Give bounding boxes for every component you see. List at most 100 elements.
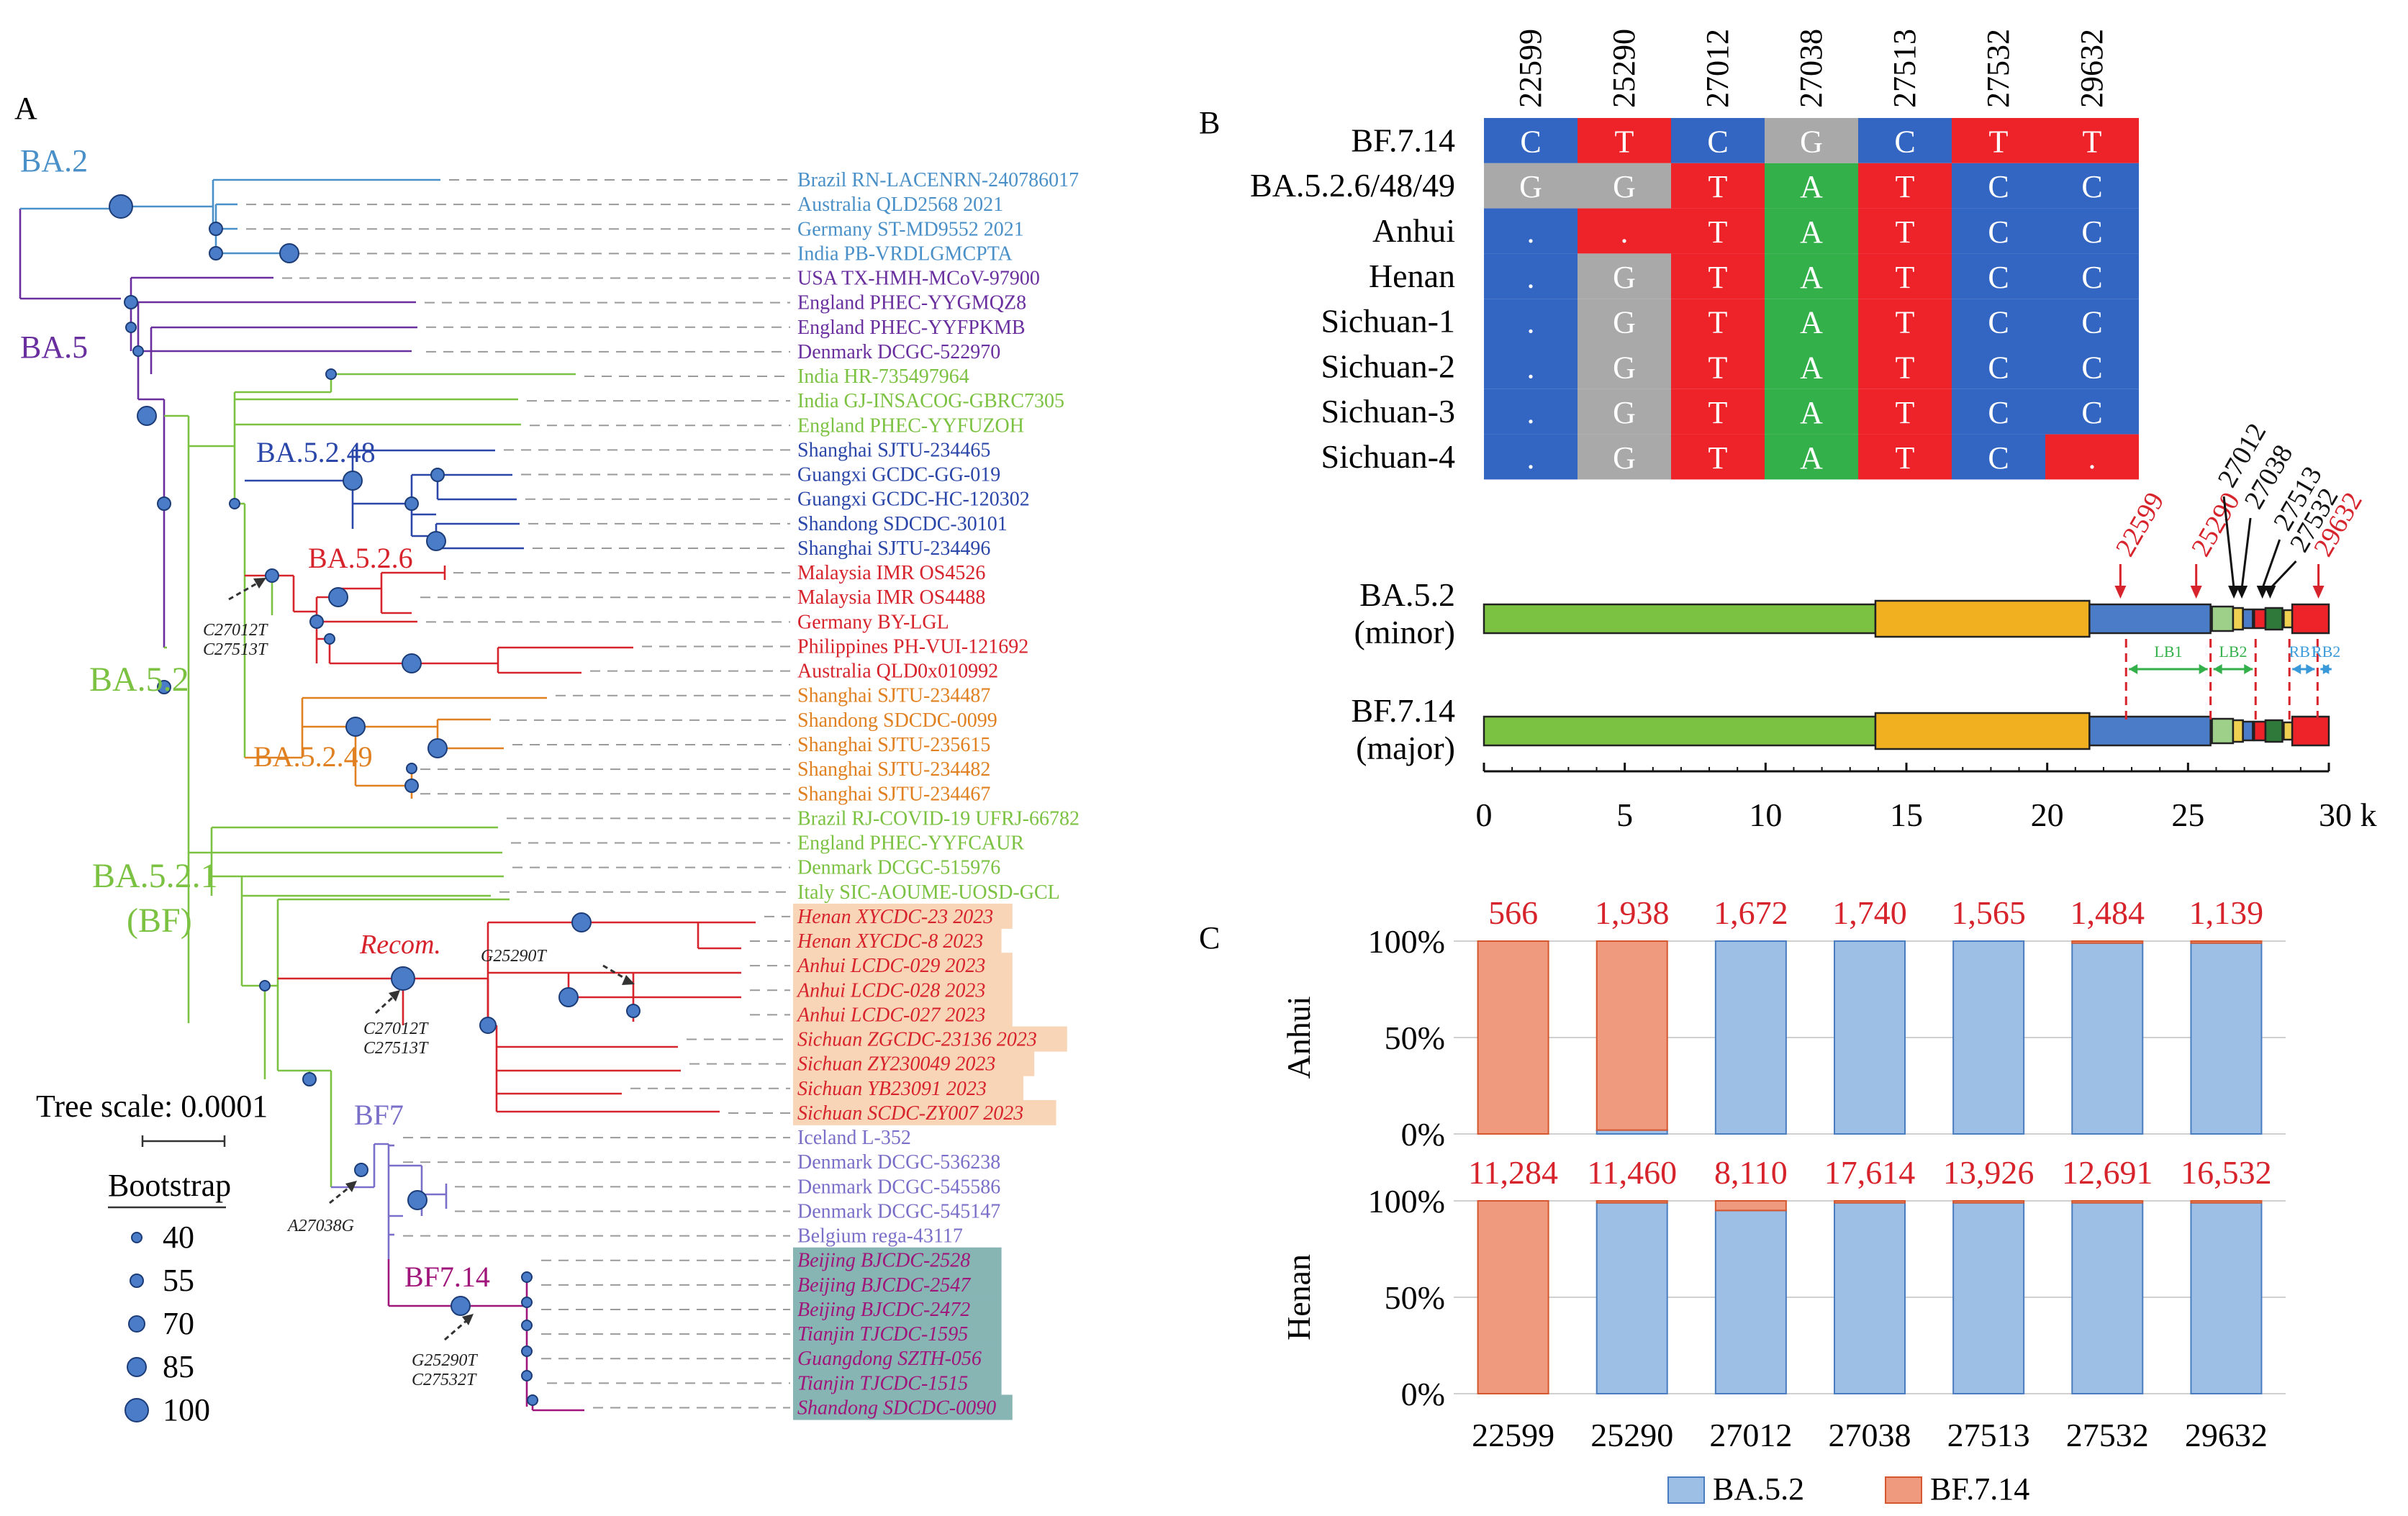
tip-label: Beijing BJCDC-2547 [797,1274,971,1297]
marker-arrow [2240,517,2252,589]
clade-label-ba5: BA.5 [20,330,88,365]
alignment-cell [1952,299,2045,344]
x-tick-label: 27532 [2066,1417,2149,1453]
alignment-base: C [2081,169,2102,204]
tip-label: Denmark DCGC-536238 [797,1151,1000,1174]
clade-label-ba5-2-1: BA.5.2.1 [92,857,218,895]
alignment-base: T [1896,350,1915,385]
alignment-cell [1765,389,1858,435]
tip-label: Philippines PH-VUI-121692 [797,635,1028,658]
bootstrap-node [157,680,171,694]
bar-bf7-14 [2190,1200,2263,1204]
tip-label: Shanghai SJTU-234496 [797,537,990,560]
alignment-base: A [1800,214,1823,250]
panel-b: B 22599 25290 27012 27038 27513 27532 29632 BF… [1199,29,2377,833]
bootstrap-node [558,987,579,1007]
tip-label: England PHEC-YYFCAUR [797,832,1024,855]
mutation-label: C27012T [203,621,268,640]
depth-label: 12,691 [2062,1154,2153,1191]
bootstrap-node [521,1320,533,1331]
gene-segment [2283,721,2294,741]
clade-label-ba5-2-6: BA.5.2.6 [308,542,413,574]
genome-map: BA.5.2(minor)BF.7.14(major)22599 25290 296… [1351,418,2376,833]
tip-label: Anhui LCDC-028 2023 [796,979,985,1002]
alignment-cell [1952,253,2045,299]
alignment-base: C [2081,305,2102,340]
segment-label: RB2 [2312,643,2340,661]
alignment-base: . [1527,305,1535,340]
depth-label: 1,565 [1951,894,2026,931]
genome-axis-label: 20 [2031,796,2064,833]
bar-ba5-2 [1834,940,1906,1135]
alignment-base: . [1527,260,1535,295]
bootstrap-legend: 40 55 70 85 100 [125,1220,210,1428]
x-tick-label: 27513 [1947,1417,2030,1453]
tip-highlight [793,1075,1023,1101]
bar-ba5-2 [1714,1209,1787,1395]
bootstrap-legend-value: 100 [163,1392,210,1428]
tip-label: Malaysia IMR OS4526 [797,562,985,584]
tip-label: Brazil RN-LACENRN-240786017 [797,169,1079,191]
alignment-cell [1858,299,1952,344]
alignment-base: A [1800,169,1823,204]
bar-bf7-14 [1595,940,1668,1131]
alignment-cell [1484,208,1578,254]
bootstrap-node [430,468,445,482]
alignment-base: T [2083,124,2102,159]
mutation-arrowheads [253,578,635,1325]
segment-arrowhead [2213,664,2222,674]
bootstrap-legend-value: 55 [163,1263,194,1298]
tip-label: Henan XYCDC-8 2023 [797,930,983,953]
gene-segment [1874,712,2091,750]
tip-highlight [793,1370,1002,1396]
gene-segment [2211,605,2235,632]
genome-axis-label: 0 [1476,796,1493,833]
tree-branches [19,178,790,1412]
marker-arrowhead [2312,586,2325,599]
alignment-cell [1484,434,1578,480]
bootstrap-legend-dot [131,1232,142,1243]
bar-ba5-2 [1834,1202,1906,1395]
gene-segment [2211,717,2235,745]
clade-label-recom: Recom. [359,930,441,960]
tip-highlight [793,1271,1002,1297]
alignment-position-header: 27012 [1700,29,1735,108]
alignment-cell [1765,299,1858,344]
marker-arrow [2222,496,2235,589]
alignment-row-label: Sichuan-2 [1321,348,1455,384]
mutation-label: G25290T [412,1351,478,1370]
tip-label: Germany BY-LGL [797,611,949,633]
alignment-cell [2045,118,2139,163]
tip-highlight [793,903,1013,929]
tip-label: Iceland L-352 [797,1127,911,1149]
alignment-row-label: Anhui [1372,212,1455,249]
alignment-base: A [1800,260,1823,295]
bootstrap-node [451,1296,471,1316]
segment-arrowhead [2129,664,2138,674]
gene-segment [2088,603,2212,635]
tip-label: Shandong SDCDC-30101 [797,513,1008,535]
tip-label: Beijing BJCDC-2472 [797,1299,970,1321]
alignment-base: C [1988,214,2009,250]
alignment-cell [1858,118,1952,163]
marker-arrowhead [2228,586,2240,599]
mutation-label: C27532T [412,1371,477,1389]
alignment-base: T [1896,305,1915,340]
bootstrap-legend-dot [128,1315,145,1333]
clade-label-ba5-2-48: BA.5.2.48 [256,436,376,468]
alignment-base: G [1519,169,1542,204]
gene-segment [2088,715,2212,747]
panel-b-label: B [1199,105,1220,140]
tip-highlight [793,1026,1067,1052]
alignment-position-header: 29632 [2074,29,2109,108]
tip-label: Shanghai SJTU-235615 [797,734,990,756]
alignment-base: . [1527,214,1535,250]
depth-label: 1,672 [1714,894,1788,931]
tip-highlight [793,1050,1035,1076]
alignment-cell [1858,253,1952,299]
alignment-base: G [1613,305,1636,340]
alignment-cell [1952,389,2045,435]
tip-label: Tianjin TJCDC-1595 [797,1323,968,1345]
bootstrap-node [407,1190,427,1210]
